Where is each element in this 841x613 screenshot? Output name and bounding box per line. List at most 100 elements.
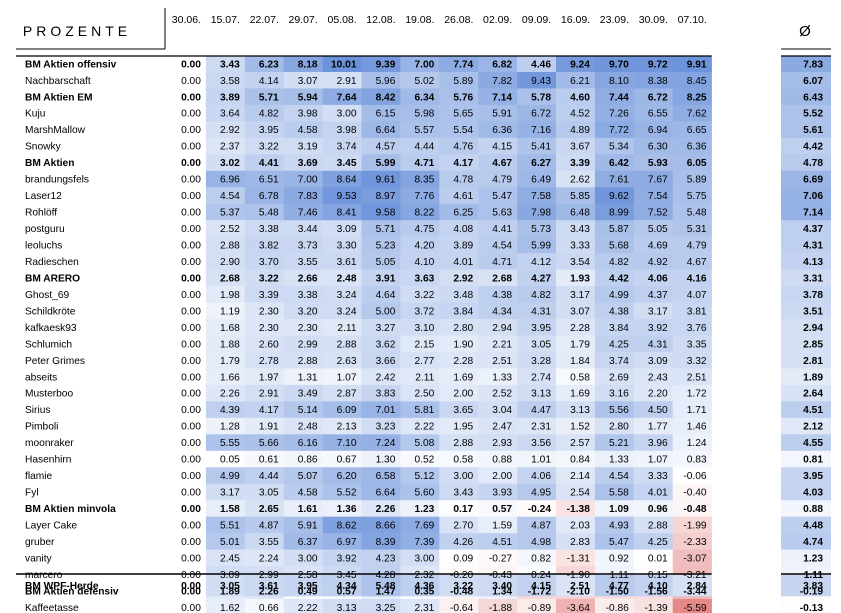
- cell-value: 5.14: [298, 405, 318, 416]
- heat-cell: [400, 450, 440, 468]
- cell-value: 1.71: [687, 405, 707, 416]
- row-label: Sirius: [25, 405, 50, 416]
- cell-value: 2.26: [220, 389, 240, 400]
- cell-value: 5.05: [376, 257, 396, 268]
- cell-value: 3.27: [376, 323, 396, 334]
- heat-cell: [400, 533, 440, 550]
- heat-cell: [478, 434, 518, 452]
- cell-value: 5.48: [687, 208, 707, 219]
- cell-value: 8.38: [648, 76, 668, 87]
- heat-cell: [594, 269, 635, 287]
- cell-value: 5.31: [687, 224, 707, 235]
- cell-value: 4.61: [453, 191, 473, 202]
- cell-value: 7.01: [376, 405, 396, 416]
- heat-cell: [478, 236, 518, 254]
- heat-cell: [439, 401, 479, 419]
- cell-value: 4.15: [492, 142, 512, 153]
- cell-value: -1.88: [489, 603, 513, 613]
- heat-cell: [478, 575, 518, 597]
- heat-cell: [478, 368, 518, 386]
- heat-cell: [439, 533, 479, 550]
- heat-cell: [283, 220, 323, 237]
- heat-cell: [517, 170, 557, 188]
- heat-cell: [556, 417, 596, 435]
- cell-value: 3.82: [259, 241, 279, 252]
- heat-cell: [205, 368, 246, 386]
- cell-value: 2.68: [492, 273, 512, 284]
- heat-cell: [594, 549, 635, 567]
- row-label: Ghost_69: [25, 290, 70, 301]
- heat-cell: [517, 137, 557, 155]
- heat-cell: [633, 302, 673, 320]
- cell-value: 2.54: [570, 488, 590, 499]
- cell-value: 4.58: [298, 488, 318, 499]
- cell-value: 0.52: [414, 455, 434, 466]
- heat-cell: [633, 384, 673, 402]
- cell-value: -0.48: [683, 504, 707, 515]
- heat-cell: [322, 302, 362, 320]
- heat-cell: [400, 203, 440, 221]
- cell-value: 0.86: [298, 455, 318, 466]
- average-cell: [781, 253, 831, 270]
- heat-cell: [594, 55, 635, 73]
- cell-value: 4.08: [453, 224, 473, 235]
- heat-cell: [517, 450, 557, 468]
- heat-cell: [283, 516, 323, 534]
- cell-value: 4.77: [609, 581, 629, 592]
- cell-value: 7.62: [687, 109, 707, 120]
- heat-cell: [439, 599, 479, 613]
- heat-cell: [322, 467, 362, 485]
- heat-cell: [439, 434, 479, 452]
- cell-value: 2.31: [414, 603, 434, 613]
- heat-cell: [322, 351, 362, 369]
- cell-value: 6.96: [220, 175, 240, 186]
- heat-cell: [283, 368, 323, 386]
- heat-cell: [517, 55, 557, 73]
- cell-value: 8.64: [337, 175, 357, 186]
- heat-cell: [672, 467, 712, 485]
- heat-cell: [322, 137, 362, 155]
- cell-value: -5.59: [683, 603, 707, 613]
- cell-value: 8.35: [414, 175, 434, 186]
- heat-cell: [167, 154, 207, 172]
- cell-value: 0.00: [181, 175, 201, 186]
- heat-cell: [283, 434, 323, 452]
- cell-value: 0.57: [337, 586, 357, 597]
- cell-value: 2.22: [414, 422, 434, 433]
- cell-value: 2.51: [570, 581, 590, 592]
- cell-value: 3.38: [298, 290, 318, 301]
- heat-cell: [205, 434, 246, 452]
- heat-cell: [167, 450, 207, 468]
- heat-cell: [439, 253, 479, 270]
- heat-cell: [439, 170, 479, 188]
- cell-value: 2.11: [337, 323, 356, 334]
- heat-cell: [478, 71, 518, 89]
- cell-value: 4.58: [298, 125, 318, 136]
- cell-value: 3.95: [298, 581, 318, 592]
- heat-cell: [167, 187, 207, 205]
- cell-value: 5.78: [531, 92, 551, 103]
- cell-value: -1.56: [644, 586, 668, 597]
- cell-value: 5.07: [298, 471, 318, 482]
- heat-cell: [322, 220, 362, 237]
- heat-cell: [633, 351, 673, 369]
- heat-cell: [322, 401, 362, 419]
- row-label: Snowky: [25, 142, 62, 153]
- cell-value: 1.52: [570, 422, 590, 433]
- average-value: 2.94: [803, 323, 823, 334]
- cell-value: 3.54: [570, 257, 590, 268]
- heat-cell: [167, 434, 207, 452]
- cell-value: 0.00: [181, 372, 201, 383]
- heat-cell: [283, 253, 323, 270]
- heat-cell: [439, 236, 479, 254]
- cell-value: 0.00: [181, 142, 201, 153]
- row-label: Peter Grimes: [25, 356, 85, 367]
- heat-cell: [167, 170, 207, 188]
- cell-value: 2.26: [259, 586, 279, 597]
- heat-cell: [517, 549, 557, 567]
- cell-value: 4.54: [492, 241, 512, 252]
- heat-cell: [594, 533, 635, 550]
- cell-value: 5.91: [298, 521, 318, 532]
- cell-value: 1.72: [687, 389, 707, 400]
- cell-value: -0.48: [450, 586, 474, 597]
